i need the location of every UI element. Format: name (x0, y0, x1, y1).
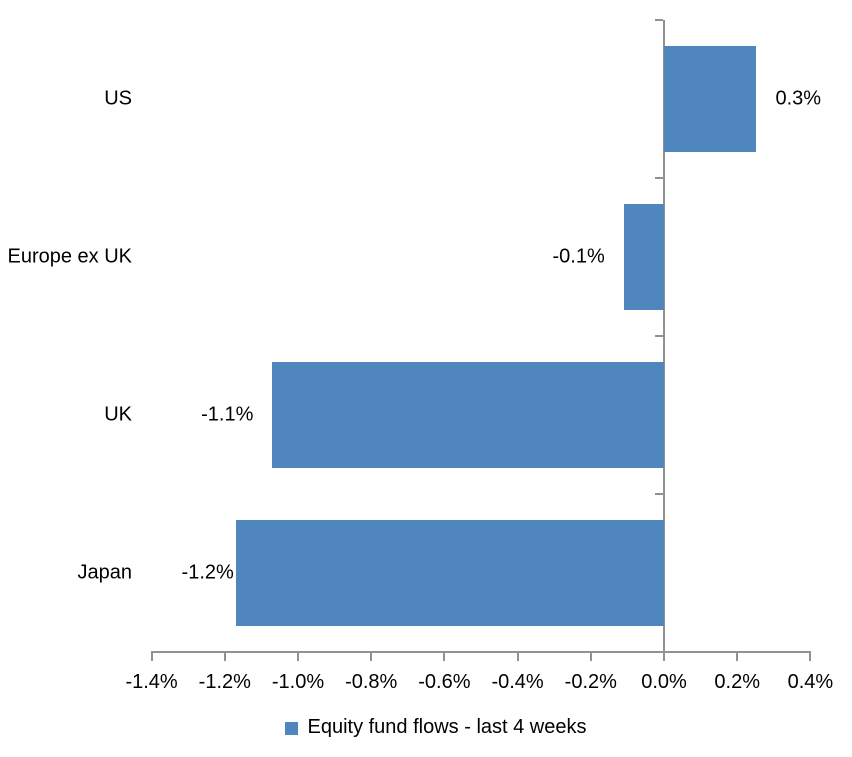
bar-uk (272, 362, 664, 468)
x-axis-tick-label: -0.6% (418, 671, 471, 693)
y-axis-tick (655, 177, 663, 179)
legend-swatch-icon (285, 721, 299, 735)
x-axis-tick (370, 651, 373, 661)
x-axis-tick-label: -0.2% (564, 671, 617, 693)
x-axis-tick-label: 0.0% (641, 671, 687, 693)
bar-us (664, 46, 756, 152)
category-label-japan: Japan (77, 561, 133, 584)
data-label-japan: -1.2% (181, 561, 234, 584)
y-axis-line (663, 20, 665, 653)
category-label-uk: UK (104, 403, 132, 426)
y-axis-tick (655, 493, 663, 495)
x-axis-tick-label: -1.0% (271, 671, 325, 693)
x-axis-tick (150, 651, 153, 661)
x-axis-tick (297, 651, 299, 661)
x-axis-tick (443, 651, 446, 661)
legend-label: Equity fund flows - last 4 weeks (307, 716, 587, 738)
x-axis-tick (223, 651, 226, 661)
category-label-europe-ex-uk: Europe ex UK (7, 245, 132, 268)
x-axis-tick (589, 651, 592, 661)
bar-japan (235, 520, 664, 626)
x-axis-tick-label: -1.4% (125, 671, 178, 693)
y-axis-tick (655, 19, 663, 21)
x-axis-tick (663, 651, 665, 661)
x-axis-tick-label: 0.2% (714, 671, 760, 693)
data-label-uk: -1.1% (201, 403, 254, 426)
x-axis-tick (516, 651, 519, 661)
bar-europe-ex-uk (623, 204, 664, 310)
legend: Equity fund flows - last 4 weeks (20, 716, 852, 739)
x-axis-tick (736, 651, 739, 661)
data-label-us: 0.3% (775, 87, 822, 110)
category-label-us: US (104, 87, 132, 110)
data-label-europe-ex-uk: -0.1% (552, 245, 605, 268)
x-axis-tick-label: 0.4% (787, 671, 834, 693)
x-axis-tick-label: -0.8% (345, 671, 398, 693)
x-axis-tick-label: -0.4% (491, 671, 544, 693)
x-axis-line (150, 651, 812, 653)
y-axis-tick (655, 335, 663, 337)
x-axis-tick-label: -1.2% (198, 671, 251, 693)
x-axis-tick (809, 651, 812, 661)
